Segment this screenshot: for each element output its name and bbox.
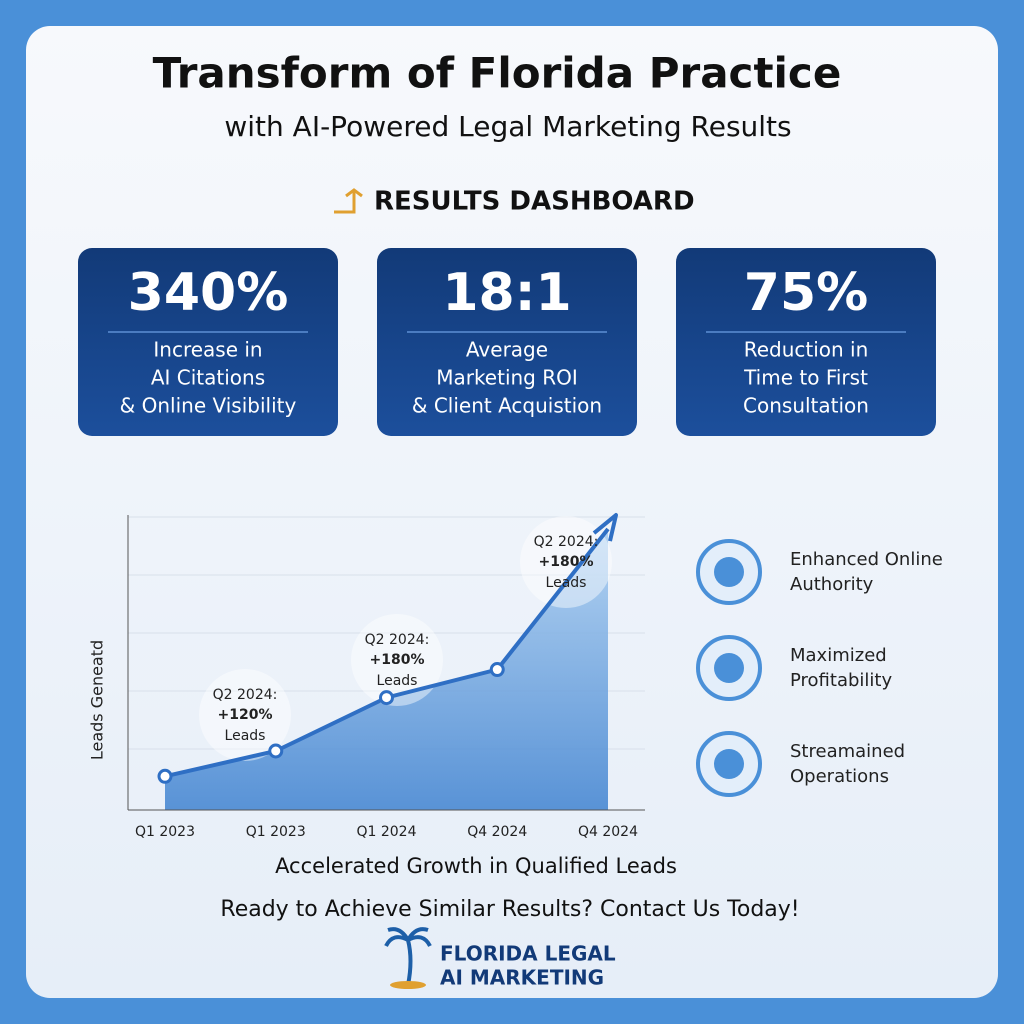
stat-label: Average: [466, 338, 548, 362]
point: [268, 743, 284, 759]
stat-label: & Client Acquistion: [412, 394, 602, 418]
annotation-value: +180%: [539, 554, 594, 570]
feature-text: Maximized: [790, 645, 887, 666]
annotation-label: Leads: [225, 728, 266, 744]
annotation-bubble: [520, 516, 612, 608]
stat-label: Increase in: [153, 338, 262, 362]
stat-value: 18:1: [442, 263, 571, 323]
stat-card: [377, 248, 637, 436]
card: [26, 26, 998, 998]
stat-value: 340%: [128, 263, 289, 323]
logo-text: AI MARKETING: [440, 966, 604, 990]
annotation-bubble: [351, 614, 443, 706]
logo-text: FLORIDA LEGAL: [440, 942, 616, 966]
feature-text: Operations: [790, 766, 889, 787]
stat-label: Time to First: [743, 366, 868, 390]
point: [379, 690, 394, 706]
area: [165, 529, 608, 810]
annotation-label: Leads: [377, 673, 418, 689]
stat-label: Consultation: [743, 394, 869, 418]
title: Transform of Florida Practice: [153, 49, 842, 98]
x-tick-label: Q4 2024: [578, 824, 638, 840]
annotation-bubble: [199, 669, 291, 761]
logo: FLORIDA LEGAL AI MARKETING: [384, 927, 616, 990]
x-tick-label: Q4 2024: [467, 824, 527, 840]
icon: [334, 188, 363, 214]
feature-text: Streamained: [790, 741, 905, 762]
stat-card: [78, 248, 338, 436]
call-to-action[interactable]: Ready to Achieve Similar Results? Contac…: [220, 897, 799, 922]
feature-text: Authority: [790, 574, 874, 595]
arrow-head: [592, 513, 618, 542]
stat-label: Marketing ROI: [436, 366, 578, 390]
stat-value: 75%: [744, 263, 868, 323]
stat-label: Reduction in: [744, 338, 869, 362]
annotation-title: Q2 2024:: [534, 534, 599, 550]
section-title: RESULTS DASHBOARD: [374, 187, 695, 217]
annotation-label: Leads: [546, 575, 587, 591]
annotation-title: Q2 2024:: [213, 687, 278, 703]
point: [157, 768, 173, 784]
point: [489, 662, 505, 678]
stat-label: AI Citations: [151, 366, 265, 390]
feature-icon-inner: [714, 749, 744, 779]
x-axis-label: Accelerated Growth in Qualified Leads: [275, 854, 677, 878]
x-tick-label: Q1 2023: [246, 824, 306, 840]
annotation-title: Q2 2024:: [365, 632, 430, 648]
x-tick-label: Q1 2023: [135, 824, 195, 840]
x-tick-label: Q1 2024: [356, 824, 416, 840]
feature-icon-inner: [714, 653, 744, 683]
feature-icon-inner: [714, 557, 744, 587]
annotation-value: +180%: [370, 652, 425, 668]
stat-card: [676, 248, 936, 436]
feature-text: Profitability: [790, 670, 892, 691]
y-axis-label: Leads Geneatd: [88, 640, 107, 760]
annotation-value: +120%: [218, 707, 273, 723]
stat-label: & Online Visibility: [120, 394, 297, 418]
feature-text: Enhanced Online: [790, 549, 943, 570]
subtitle: with AI-Powered Legal Marketing Results: [224, 110, 791, 143]
